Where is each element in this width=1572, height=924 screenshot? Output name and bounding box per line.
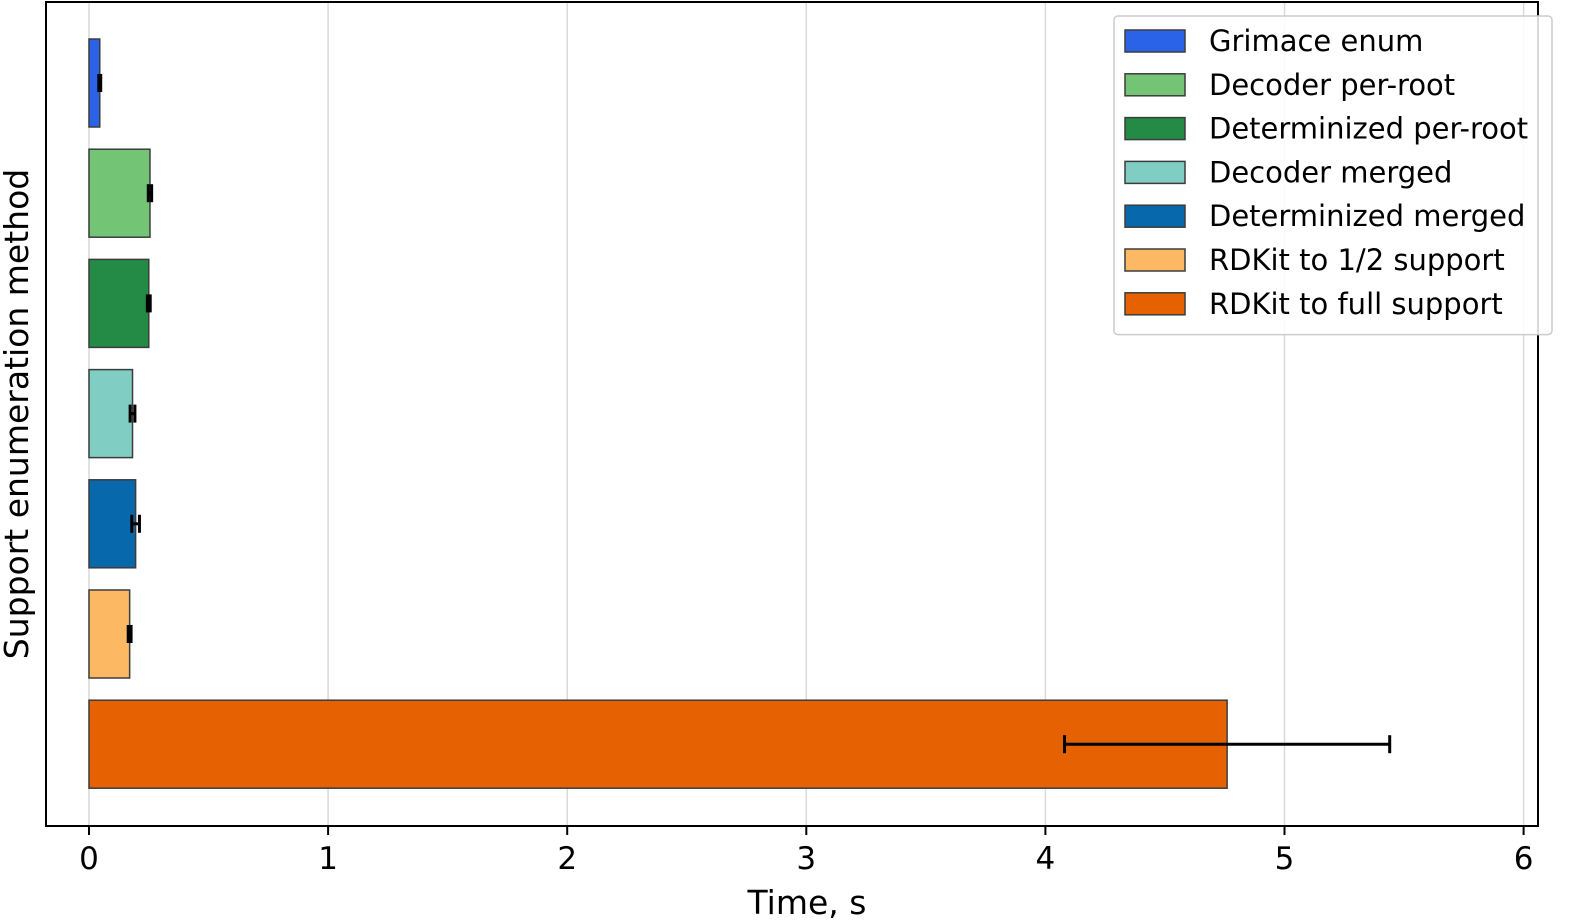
legend-label: Decoder merged <box>1209 155 1452 189</box>
x-tick-label: 1 <box>318 841 338 877</box>
bar <box>88 368 134 459</box>
legend-label: RDKit to 1/2 support <box>1209 243 1505 277</box>
x-axis-label: Time, s <box>747 883 867 922</box>
legend-swatch <box>1124 73 1186 97</box>
legend-label: Decoder per-root <box>1209 68 1455 102</box>
legend-swatch <box>1124 116 1186 141</box>
x-tick-label: 5 <box>1275 841 1295 877</box>
bar <box>88 258 150 349</box>
y-axis-label: Support enumeration method <box>0 169 36 659</box>
bar <box>88 148 151 238</box>
bar <box>88 589 131 679</box>
bar <box>88 479 137 569</box>
x-tick-label: 4 <box>1036 841 1056 877</box>
plot-frame <box>45 1 1539 827</box>
x-tick-layer: 0 1 2 3 4 5 6 <box>79 826 1533 877</box>
x-tick-label: 6 <box>1514 841 1534 877</box>
legend-label: RDKit to full support <box>1209 287 1503 321</box>
x-tick-label: 3 <box>796 841 816 877</box>
legend-label: Determinized merged <box>1209 199 1525 233</box>
legend-box <box>1113 15 1553 336</box>
legend-swatch <box>1124 160 1186 185</box>
legend-swatch <box>1124 248 1186 272</box>
x-tick-label: 2 <box>557 841 577 877</box>
legend-swatch <box>1124 292 1186 316</box>
legend: Grimace enum Decoder per-root Determinized… <box>1113 15 1553 336</box>
legend-swatch <box>1124 204 1186 228</box>
bar-layer <box>88 38 1228 789</box>
legend-label: Determinized per-root <box>1209 112 1528 146</box>
bar <box>88 699 1228 789</box>
legend-swatch <box>1124 29 1186 53</box>
x-tick-label: 0 <box>79 841 99 877</box>
legend-label: Grimace enum <box>1209 24 1423 58</box>
error-bar-layer <box>97 74 1392 754</box>
